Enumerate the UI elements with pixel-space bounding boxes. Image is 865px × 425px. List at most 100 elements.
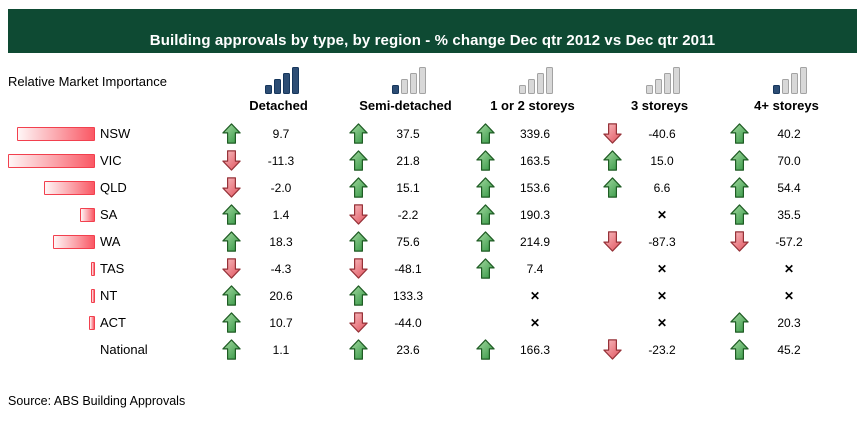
pct-change-value: -2.2 (397, 207, 419, 222)
data-cell: -44.0 (342, 309, 469, 336)
data-cell: 18.3 (215, 228, 342, 255)
arrow-cell (215, 339, 247, 360)
pct-change-value: -4.3 (270, 261, 292, 276)
importance-bar (89, 315, 95, 330)
region-label-wa: WA (100, 234, 121, 249)
mini-bar-navy (773, 85, 780, 94)
green-up-arrow-icon (475, 123, 495, 144)
green-up-arrow-icon (221, 123, 241, 144)
mini-bar-gray (664, 73, 671, 94)
pct-change-value: 21.8 (396, 153, 420, 168)
pct-change-value: 133.3 (392, 288, 424, 303)
not-available-cross-icon: ✕ (656, 288, 668, 303)
green-up-arrow-icon (729, 312, 749, 333)
arrow-cell (596, 231, 628, 252)
green-up-arrow-icon (348, 339, 368, 360)
not-available-cross-icon: ✕ (529, 288, 541, 303)
data-cell: ✕ (596, 255, 723, 282)
data-cell: -11.3 (215, 147, 342, 174)
green-up-arrow-icon (348, 123, 368, 144)
table-row: VIC -11.3 21.8 163.5 15.0 70.0 (8, 147, 850, 174)
pct-change-value: -57.2 (775, 234, 803, 249)
table-row: TAS -4.3 -48.1 7.4 ✕ ✕ (8, 255, 850, 282)
importance-bar (91, 288, 95, 303)
pct-change-value: 20.6 (269, 288, 293, 303)
relative-importance-mini-chart-icon (596, 62, 723, 94)
data-cell: 163.5 (469, 147, 596, 174)
data-cell: 54.4 (723, 174, 850, 201)
column-header-2: 1 or 2 storeys (490, 98, 575, 113)
mini-bar-gray (546, 67, 553, 94)
data-cell: ✕ (723, 255, 850, 282)
pct-change-value: 70.0 (777, 153, 801, 168)
data-cell: 20.6 (215, 282, 342, 309)
mini-bar-gray (646, 85, 653, 94)
pct-change-value: 23.6 (396, 342, 420, 357)
data-cell: 153.6 (469, 174, 596, 201)
data-cell: 15.0 (596, 147, 723, 174)
data-cell: 1.4 (215, 201, 342, 228)
arrow-cell (215, 312, 247, 333)
data-cell: 37.5 (342, 120, 469, 147)
arrow-cell (469, 339, 501, 360)
mini-bar-gray (528, 79, 535, 94)
arrow-cell (469, 123, 501, 144)
column: 1 or 2 storeys (469, 62, 596, 113)
importance-bar-cell (8, 201, 95, 228)
pct-change-value: 37.5 (396, 126, 420, 141)
arrow-cell (596, 150, 628, 171)
data-rows-area: NSW 9.7 37.5 339.6 -40.6 40.2 VIC -11.3 … (8, 120, 850, 363)
importance-bar-cell (8, 228, 95, 255)
pct-change-value: 15.0 (650, 153, 674, 168)
region-label-qld: QLD (100, 180, 127, 195)
green-up-arrow-icon (729, 339, 749, 360)
arrow-cell (215, 204, 247, 225)
arrow-cell (342, 123, 374, 144)
column: Detached (215, 62, 342, 113)
region-label-nsw: NSW (100, 126, 131, 141)
red-down-arrow-icon (221, 258, 241, 279)
column: 3 storeys (596, 62, 723, 113)
arrow-cell (596, 123, 628, 144)
pct-change-value: 163.5 (519, 153, 551, 168)
green-up-arrow-icon (475, 150, 495, 171)
column: 4+ storeys (723, 62, 850, 113)
pct-change-value: -11.3 (267, 153, 295, 168)
region-label-nt: NT (100, 288, 118, 303)
data-cell: 45.2 (723, 336, 850, 363)
pct-change-value: -23.2 (648, 342, 676, 357)
arrow-cell (215, 123, 247, 144)
column-header-1: Semi-detached (359, 98, 452, 113)
green-up-arrow-icon (221, 339, 241, 360)
relative-importance-mini-chart-icon (469, 62, 596, 94)
region-label-act: ACT (100, 315, 126, 330)
arrow-cell (469, 231, 501, 252)
pct-change-value: 35.5 (777, 207, 801, 222)
importance-bar (44, 180, 95, 195)
green-up-arrow-icon (729, 150, 749, 171)
column: Semi-detached (342, 62, 469, 113)
green-up-arrow-icon (475, 231, 495, 252)
data-cell: ✕ (723, 282, 850, 309)
green-up-arrow-icon (729, 177, 749, 198)
arrow-cell (469, 258, 501, 279)
arrow-cell (723, 150, 755, 171)
pct-change-value: -48.1 (394, 261, 422, 276)
pct-change-value: 1.4 (272, 207, 290, 222)
mini-bar-navy (283, 73, 290, 94)
importance-bar-cell (8, 174, 95, 201)
arrow-cell (342, 312, 374, 333)
arrow-cell (596, 177, 628, 198)
arrow-cell (596, 339, 628, 360)
data-cell: 166.3 (469, 336, 596, 363)
pct-change-value: 54.4 (777, 180, 801, 195)
mini-bar-gray (782, 79, 789, 94)
importance-bar (91, 261, 95, 276)
arrow-cell (215, 231, 247, 252)
green-up-arrow-icon (221, 231, 241, 252)
pct-change-value: 15.1 (396, 180, 420, 195)
importance-bar (8, 153, 95, 168)
importance-bar (53, 234, 95, 249)
table-row: NT 20.6 133.3 ✕ ✕ ✕ (8, 282, 850, 309)
arrow-cell (342, 285, 374, 306)
